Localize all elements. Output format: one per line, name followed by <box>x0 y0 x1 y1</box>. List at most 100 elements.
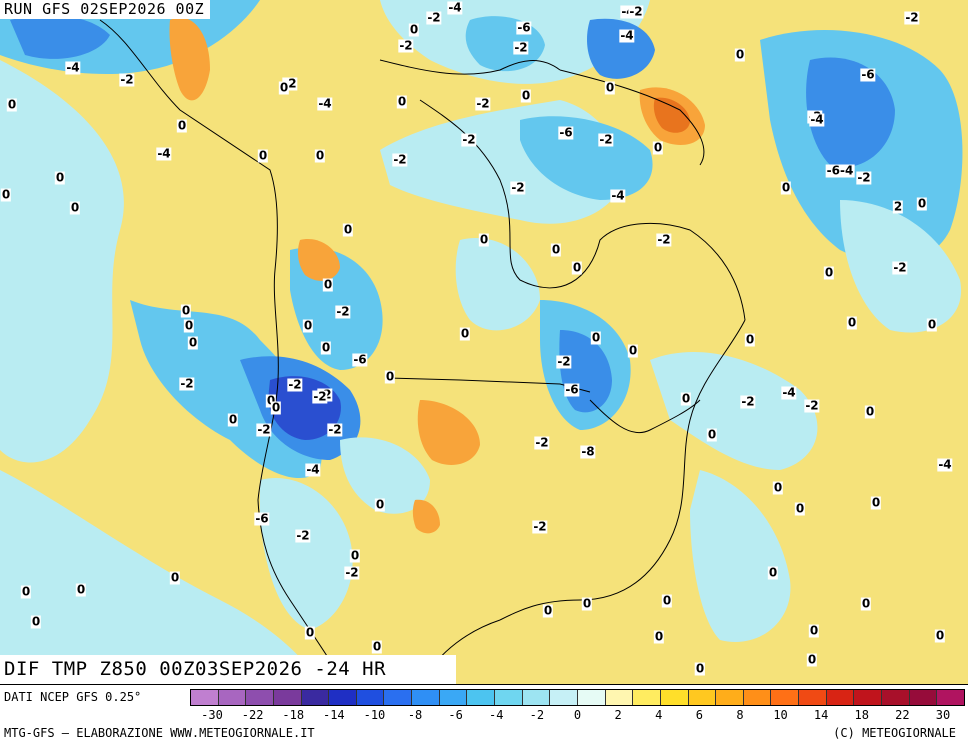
contour-label: 0 <box>590 330 602 345</box>
legend-tick-label: -4 <box>489 708 504 722</box>
legend-swatch <box>301 690 330 705</box>
product-title: DIF TMP Z850 00Z03SEP2026 -24 HR <box>0 655 456 684</box>
contour-label: 0 <box>806 652 818 667</box>
contour-label: 0 <box>653 629 665 644</box>
contour-label: 0 <box>864 404 876 419</box>
legend-swatch <box>854 690 883 705</box>
contour-label: -2 <box>392 152 408 167</box>
contour-label: 0 <box>823 265 835 280</box>
contour-label: -2 <box>119 72 135 87</box>
legend-swatch <box>522 690 551 705</box>
contour-label: -2 <box>287 377 303 392</box>
contour-label: 0 <box>349 548 361 563</box>
contour-label: 0 <box>69 200 81 215</box>
contour-label: -4 <box>156 146 172 161</box>
contour-label: -4 <box>317 96 333 111</box>
legend-swatch <box>356 690 385 705</box>
contour-label: 0 <box>680 391 692 406</box>
contour-label: 0 <box>187 335 199 350</box>
contour-label: 0 <box>459 326 471 341</box>
contour-label: -4 <box>65 60 81 75</box>
legend-tick-label: -30 <box>201 708 223 722</box>
contour-label: 0 <box>794 501 806 516</box>
legend-swatch <box>799 690 827 705</box>
legend-tick-label: -6 <box>448 708 463 722</box>
contour-label: -4 <box>610 188 626 203</box>
contour-label: 0 <box>780 180 792 195</box>
legend-swatch <box>688 690 717 705</box>
contour-label: -6 <box>860 67 876 82</box>
legend-swatch <box>743 690 772 705</box>
contour-label: 0 <box>183 318 195 333</box>
contour-label: -2 <box>461 132 477 147</box>
contour-label: -4 <box>781 385 797 400</box>
contour-label: 0 <box>846 315 858 330</box>
legend-swatch <box>882 690 910 705</box>
contour-label: -6 <box>564 382 580 397</box>
legend-swatch <box>246 690 274 705</box>
contour-label: -2 <box>740 394 756 409</box>
contour-label: -4 <box>809 112 825 127</box>
contour-label: 0 <box>384 369 396 384</box>
contour-label: 0 <box>734 47 746 62</box>
data-source: DATI NCEP GFS 0.25° <box>4 690 142 704</box>
legend-swatch <box>909 690 938 705</box>
contour-label: 0 <box>860 596 872 611</box>
legend-swatch <box>329 690 357 705</box>
legend-tick-label: 18 <box>854 708 869 722</box>
credits-left: MTG-GFS – ELABORAZIONE WWW.METEOGIORNALE… <box>4 726 315 740</box>
contour-label: 0 <box>581 596 593 611</box>
contour-label: 0 <box>478 232 490 247</box>
legend-swatch <box>384 690 413 705</box>
legend-tick-label: 4 <box>655 708 663 722</box>
legend-tick-label: 10 <box>773 708 788 722</box>
contour-label: 0 <box>627 343 639 358</box>
contour-label: 0 <box>772 480 784 495</box>
legend-tick-label: 8 <box>736 708 744 722</box>
contour-label: -2 <box>904 10 920 25</box>
contour-label: 0 <box>227 412 239 427</box>
legend-tick-label: -18 <box>282 708 305 722</box>
contour-label: 0 <box>54 170 66 185</box>
footer: DATI NCEP GFS 0.25° -30 -22 -18 -14 -10 -8 -6-… <box>0 684 968 746</box>
contour-label: 0 <box>870 495 882 510</box>
contour-label: -6 <box>352 352 368 367</box>
contour-label: 0 <box>75 582 87 597</box>
contour-label: -2 <box>426 10 442 25</box>
contour-label: 0 <box>30 614 42 629</box>
contour-label: 0 <box>0 187 12 202</box>
legend-swatch <box>937 690 964 705</box>
contour-label: -2 <box>327 422 343 437</box>
legend-tick-label: -10 <box>363 708 386 722</box>
legend-swatch <box>826 690 855 705</box>
contour-label: 0 <box>371 639 383 654</box>
contour-label: -2 <box>475 96 491 111</box>
legend-swatch <box>467 690 496 705</box>
contour-label: -2 <box>312 389 328 404</box>
contour-label: 0 <box>916 196 928 211</box>
legend-tick-label: -2 <box>529 708 545 722</box>
contour-label: 0 <box>320 340 332 355</box>
contour-label: 0 <box>374 497 386 512</box>
contour-label: 0 <box>176 118 188 133</box>
contour-label: -2 <box>856 170 872 185</box>
legend-swatch <box>439 690 468 705</box>
contour-label: 0 <box>550 242 562 257</box>
legend-tick-label: 30 <box>935 708 951 722</box>
contour-label: 0 <box>169 570 181 585</box>
legend-swatch <box>495 690 523 705</box>
legend-swatch <box>191 690 219 705</box>
contour-label: -2 <box>510 180 526 195</box>
credits-right: (C) METEOGIORNALE <box>833 726 956 740</box>
run-header: RUN GFS 02SEP2026 00Z <box>0 0 211 19</box>
contour-label: -2 <box>598 132 614 147</box>
contour-label: 0 <box>694 661 706 676</box>
contour-label: -2 <box>534 435 550 450</box>
contour-label: -4 <box>937 457 953 472</box>
legend-swatch <box>660 690 689 705</box>
contour-label: 0 <box>571 260 583 275</box>
legend-swatch <box>550 690 578 705</box>
contour-label: 0 <box>408 22 420 37</box>
legend-tick-label: -14 <box>322 708 345 722</box>
contour-label: -6-4 <box>825 163 855 178</box>
